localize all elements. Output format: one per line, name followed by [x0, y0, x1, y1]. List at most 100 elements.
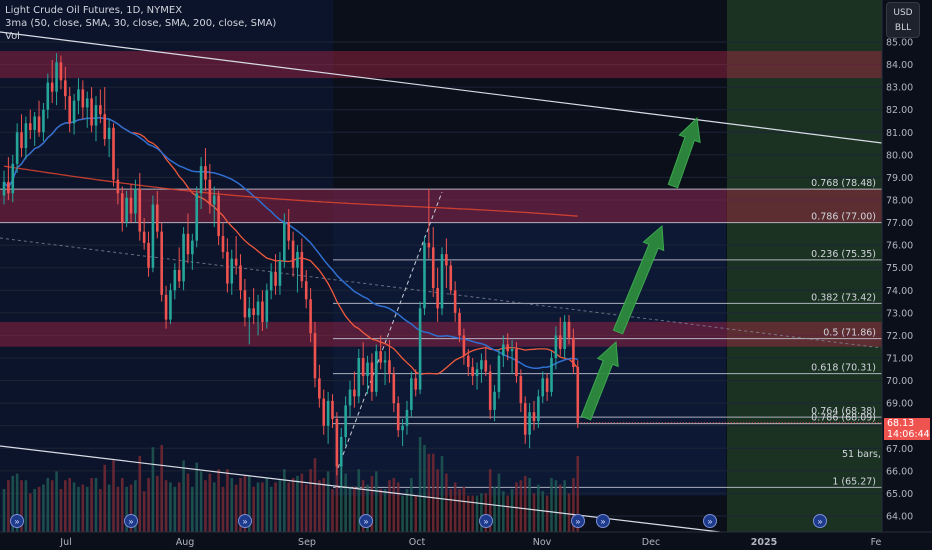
volume-bar	[379, 489, 382, 532]
candle	[440, 247, 444, 316]
volume-bar	[567, 493, 571, 532]
event-icon-glyph: »	[242, 518, 248, 528]
volume-bar	[247, 475, 251, 532]
candle	[375, 344, 378, 397]
event-icon-glyph: »	[363, 518, 369, 528]
candle	[567, 315, 571, 345]
currency-unit-toggle[interactable]: USD BLL	[886, 2, 920, 38]
candle-body	[353, 389, 356, 397]
projection-arrow-2[interactable]	[612, 224, 665, 335]
candle	[550, 351, 553, 397]
volume-bar	[506, 495, 509, 532]
event-icon[interactable]: »	[479, 514, 493, 528]
volume-bar	[191, 486, 194, 532]
event-circle[interactable]	[359, 514, 373, 528]
event-circle[interactable]	[571, 514, 585, 528]
candle-body	[252, 308, 255, 316]
candle-body	[81, 89, 85, 108]
candle	[169, 283, 172, 325]
event-icon[interactable]: »	[10, 514, 24, 528]
event-icon[interactable]: »	[359, 514, 373, 528]
candle	[55, 53, 58, 106]
candle	[475, 362, 479, 390]
candle-body	[458, 312, 461, 336]
volume-bars	[2, 437, 580, 532]
volume-bar	[112, 460, 115, 532]
event-circle[interactable]	[479, 514, 493, 528]
event-circle[interactable]	[10, 514, 24, 528]
volume-bar	[466, 495, 470, 532]
candle-body	[129, 197, 133, 214]
volume-bar	[484, 493, 488, 532]
event-icon[interactable]: »	[813, 514, 827, 528]
event-circle[interactable]	[238, 514, 252, 528]
price-tick-label: 81.00	[886, 128, 913, 139]
fib-level-label: 0.5 (71.86)	[823, 328, 876, 339]
event-icon[interactable]: »	[124, 514, 138, 528]
grid	[0, 41, 882, 517]
price-tick-label: 76.00	[886, 241, 913, 252]
candle-body	[59, 62, 63, 81]
projection-arrow-3[interactable]	[667, 116, 701, 189]
event-circle[interactable]	[124, 514, 138, 528]
event-icon[interactable]: »	[238, 514, 252, 528]
event-icon[interactable]: »	[596, 514, 610, 528]
volume-bar	[545, 495, 549, 532]
event-icon-glyph: »	[600, 518, 606, 528]
candle-body	[234, 258, 238, 266]
candle	[519, 369, 523, 413]
event-circle[interactable]	[813, 514, 827, 528]
candle	[506, 333, 509, 361]
event-circle[interactable]	[596, 514, 610, 528]
price-tick-label: 84.00	[886, 60, 913, 71]
fib-level-label: 0.382 (73.42)	[811, 292, 876, 303]
event-icon-glyph: »	[128, 518, 134, 528]
candle-body	[554, 335, 558, 358]
candle	[261, 290, 264, 331]
candle-body	[243, 290, 247, 318]
volume-bar	[572, 478, 575, 532]
candle	[431, 227, 435, 298]
price-tick-label: 71.00	[886, 354, 913, 365]
candle-body	[33, 116, 36, 131]
volume-bar	[28, 493, 32, 532]
price-tick-label: 72.00	[886, 331, 913, 342]
candle	[142, 218, 146, 250]
candle-body	[488, 371, 492, 410]
candle-body	[239, 265, 242, 291]
chart-legend: Light Crude Oil Futures, 1D, NYMEX 3ma (…	[5, 4, 276, 43]
event-icon[interactable]: »	[571, 514, 585, 528]
projection-arrow-1[interactable]	[580, 340, 619, 421]
candle-body	[427, 242, 431, 248]
event-icon-glyph: »	[817, 518, 823, 528]
volume-bar	[274, 482, 277, 532]
time-axis[interactable]: Jul Aug Sep Oct Nov Dec 2025 Fe	[59, 537, 881, 548]
candle	[405, 400, 409, 435]
candle	[15, 123, 19, 173]
candle	[554, 326, 558, 370]
candle	[480, 353, 483, 383]
candle	[59, 55, 63, 90]
candle-body	[484, 360, 488, 372]
price-zone-0	[0, 51, 882, 79]
event-circle[interactable]	[703, 514, 717, 528]
volume-bar	[20, 480, 23, 532]
volume-bar	[90, 478, 93, 532]
fib-retracement[interactable]: 0.768 (78.48) 0.786 (77.00) 0.236 (75.35) 0…	[0, 178, 882, 488]
candle	[191, 233, 194, 270]
candle	[484, 346, 488, 377]
event-icon[interactable]: »	[703, 514, 717, 528]
price-tick-label: 74.00	[886, 286, 913, 297]
volume-bar	[440, 456, 444, 532]
candle-body	[572, 337, 575, 368]
candle	[107, 118, 111, 158]
candle	[103, 87, 107, 146]
upper-trendline[interactable]	[0, 31, 883, 144]
candle-body	[11, 163, 15, 194]
candle	[396, 396, 400, 437]
volume-bar	[532, 493, 536, 532]
candle	[304, 269, 308, 309]
currency-label[interactable]: USD	[893, 7, 913, 18]
unit-label[interactable]: BLL	[894, 22, 912, 33]
